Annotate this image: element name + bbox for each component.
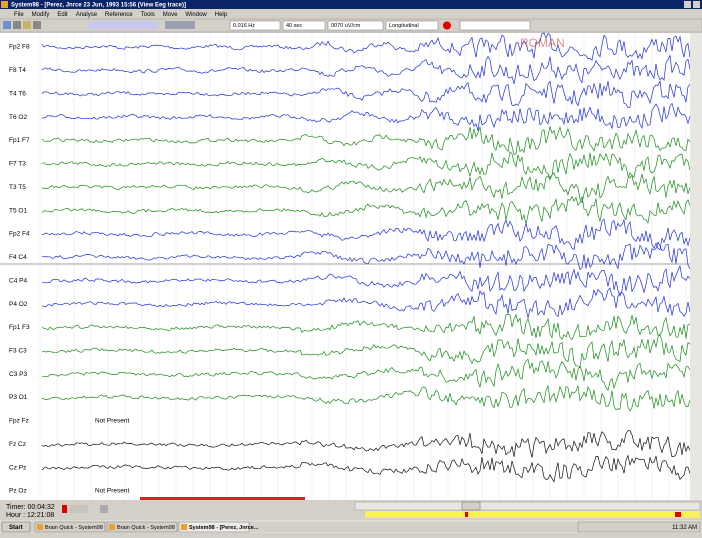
channel-label: P4 O2 <box>9 301 28 308</box>
event-bar <box>140 497 305 500</box>
scroll-thumb[interactable] <box>462 502 480 510</box>
status-icon <box>100 505 108 513</box>
record-button[interactable] <box>443 22 451 30</box>
timebase-value: 40 sec <box>286 23 302 29</box>
channel-status: Not Present <box>95 488 130 495</box>
channel-label: F4 C4 <box>9 254 27 261</box>
channel-status: Not Present <box>95 418 130 425</box>
overlay-label: ROMAN <box>520 36 565 50</box>
filter-value: 0.016 Hz <box>233 23 255 29</box>
task-label: Brain Quick - System98 <box>45 525 103 531</box>
horizontal-scrollbar[interactable] <box>355 502 700 510</box>
status-icons <box>70 505 88 513</box>
close-button[interactable] <box>693 1 700 8</box>
task-buttons: Brain Quick - System98 Brain Quick - Syst… <box>35 522 259 532</box>
minimize-button[interactable] <box>684 1 691 8</box>
task-icon <box>37 524 43 530</box>
menu-item[interactable]: Window <box>185 12 207 18</box>
menu-item[interactable]: Tools <box>141 12 155 18</box>
channel-label: Fz Cz <box>9 441 26 448</box>
gain-value: 0070 uV/cm <box>331 23 361 29</box>
menu-item[interactable]: Modify <box>32 12 50 18</box>
window-title: System98 - [Perez, Jnrce 23 Jun, 1993 15… <box>11 2 186 8</box>
menu-item[interactable]: Edit <box>57 12 68 18</box>
channel-label: T3 T5 <box>9 184 26 191</box>
clock: 11:32 AM <box>672 525 697 531</box>
hour-text: Hour : 12:21:08 <box>6 512 54 519</box>
channel-label: Fp2 F4 <box>9 231 30 238</box>
menu-bar: File Modify Edit Analyse Reference Tools Move W… <box>14 12 228 18</box>
menu-item[interactable]: Move <box>163 12 178 18</box>
channel-label: F3 C3 <box>9 348 27 355</box>
channel-select[interactable] <box>460 21 530 30</box>
timeline-bar[interactable] <box>365 511 700 518</box>
menu-item[interactable]: Analyse <box>76 12 98 18</box>
timeline-marker <box>465 512 468 517</box>
channel-label: C3 P3 <box>9 371 27 378</box>
app-screen: System98 - [Perez, Jnrce 23 Jun, 1993 15… <box>0 0 702 533</box>
channel-label: F7 T3 <box>9 161 26 168</box>
menu-item[interactable]: File <box>14 12 24 18</box>
app-icon <box>1 1 8 8</box>
vertical-scrollbar[interactable] <box>690 33 702 500</box>
channel-label: Fp1 F3 <box>9 324 30 331</box>
start-label: Start <box>9 525 23 531</box>
channel-label: T5 O1 <box>9 207 27 214</box>
channel-label: C4 P4 <box>9 277 27 284</box>
channel-label: Cz Pz <box>9 464 26 471</box>
channel-label: Fpz Fz <box>9 418 29 425</box>
channel-label: T4 T6 <box>9 90 26 97</box>
task-label: Brain Quick - System98 <box>117 525 175 531</box>
timeline-marker <box>675 512 681 517</box>
channel-label: Fp1 F7 <box>9 137 30 144</box>
timer-text: Timer: 00:04:32 <box>6 504 55 511</box>
channel-label: T6 O2 <box>9 114 27 121</box>
channel-label: Fp2 F8 <box>9 44 30 51</box>
channel-label: Pz Oz <box>9 488 27 495</box>
menu-item[interactable]: Help <box>215 12 228 18</box>
flag-icon[interactable] <box>62 505 67 513</box>
task-icon <box>181 524 187 530</box>
montage-value: Longitudinal <box>389 23 419 29</box>
channel-label: F8 T4 <box>9 67 26 74</box>
channel-label: P3 O1 <box>9 394 28 401</box>
task-icon <box>109 524 115 530</box>
menu-item[interactable]: Reference <box>105 12 133 18</box>
task-label: System98 - [Perez, Jnrce... <box>189 525 259 531</box>
